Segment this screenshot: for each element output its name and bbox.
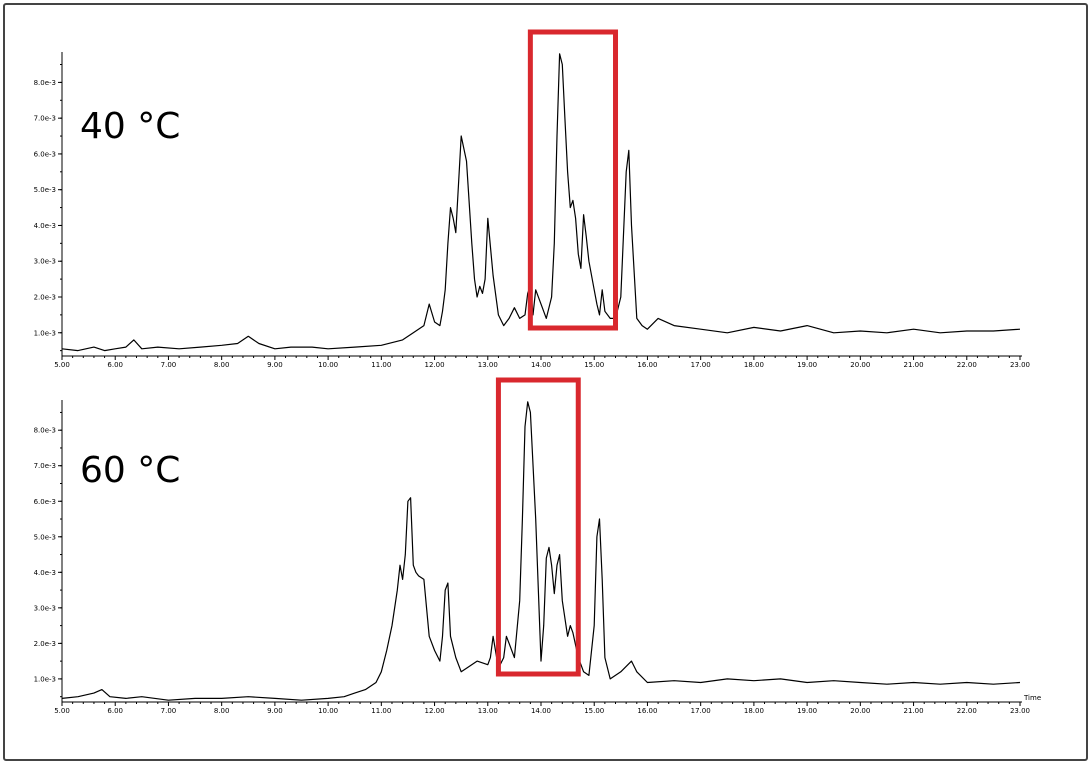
y-tick-label: 3.0e-3 <box>34 258 56 266</box>
x-tick-label: 6.00 <box>107 361 123 369</box>
y-tick-label: 7.0e-3 <box>34 462 56 470</box>
y-tick-label: 2.0e-3 <box>34 293 56 301</box>
x-tick-label: 23.00 <box>1010 361 1030 369</box>
x-tick-label: 19.00 <box>797 707 817 715</box>
x-axis-title: Time <box>1023 694 1041 702</box>
y-tick-label: 4.0e-3 <box>34 222 56 230</box>
y-axis-ticks: 1.0e-3 2.0e-3 3.0e-3 4.0e-3 5.0e-3 6.0e-3 7.0e… <box>34 64 62 352</box>
x-tick-label: 11.00 <box>371 361 391 369</box>
x-tick-label: 20.00 <box>850 707 870 715</box>
y-tick-label: 6.0e-3 <box>34 150 56 158</box>
x-axis-ticks: 5.00 6.00 7.00 8.00 9.00 10.00 11.00 12.00 13.00… <box>54 702 1030 715</box>
x-tick-label: 14.00 <box>531 707 551 715</box>
x-tick-label: 22.00 <box>957 707 977 715</box>
x-tick-label: 6.00 <box>107 707 123 715</box>
x-tick-label: 11.00 <box>371 707 391 715</box>
x-tick-label: 7.00 <box>161 707 177 715</box>
panel-label-40c: 40 °C <box>80 106 180 147</box>
y-tick-label: 1.0e-3 <box>34 675 56 683</box>
x-tick-label: 19.00 <box>797 361 817 369</box>
x-tick-label: 23.00 <box>1010 707 1030 715</box>
x-tick-label: 8.00 <box>214 707 230 715</box>
x-tick-label: 21.00 <box>904 361 924 369</box>
x-tick-label: 18.00 <box>744 361 764 369</box>
x-tick-label: 9.00 <box>267 361 283 369</box>
x-tick-label: 13.00 <box>478 361 498 369</box>
y-tick-label: 3.0e-3 <box>34 604 56 612</box>
y-tick-label: 1.0e-3 <box>34 329 56 337</box>
x-tick-label: 14.00 <box>531 361 551 369</box>
y-tick-label: 7.0e-3 <box>34 115 56 123</box>
chromatogram-trace-60c <box>61 401 1021 701</box>
highlight-box-60c <box>495 377 581 677</box>
y-axis-ticks: 1.0e-3 2.0e-3 3.0e-3 4.0e-3 5.0e-3 6.0e-3 7.0e… <box>34 411 62 698</box>
x-tick-label: 10.00 <box>318 707 338 715</box>
x-tick-label: 5.00 <box>54 707 70 715</box>
x-tick-label: 20.00 <box>850 361 870 369</box>
y-tick-label: 8.0e-3 <box>34 79 56 87</box>
x-axis-ticks: 5.00 6.00 7.00 8.00 9.00 10.00 11.00 12.00 13.00… <box>54 356 1030 369</box>
x-tick-label: 12.00 <box>425 707 445 715</box>
chromatogram-panel-60c: 1.0e-3 2.0e-3 3.0e-3 4.0e-3 5.0e-3 6.0e-3 7.0e… <box>34 377 1041 715</box>
x-tick-label: 17.00 <box>691 361 711 369</box>
x-tick-label: 16.00 <box>637 361 657 369</box>
y-tick-label: 5.0e-3 <box>34 186 56 194</box>
x-tick-label: 12.00 <box>425 361 445 369</box>
figure-frame <box>3 3 1088 761</box>
x-tick-label: 15.00 <box>584 707 604 715</box>
y-tick-label: 4.0e-3 <box>34 569 56 577</box>
y-tick-label: 6.0e-3 <box>34 498 56 506</box>
x-tick-label: 18.00 <box>744 707 764 715</box>
x-tick-label: 15.00 <box>584 361 604 369</box>
x-tick-label: 10.00 <box>318 361 338 369</box>
x-tick-label: 21.00 <box>904 707 924 715</box>
y-tick-label: 5.0e-3 <box>34 533 56 541</box>
x-tick-label: 17.00 <box>691 707 711 715</box>
panel-label-60c: 60 °C <box>80 450 180 491</box>
x-tick-label: 16.00 <box>637 707 657 715</box>
x-tick-label: 5.00 <box>54 361 70 369</box>
x-tick-label: 13.00 <box>478 707 498 715</box>
x-tick-label: 8.00 <box>214 361 230 369</box>
x-tick-label: 22.00 <box>957 361 977 369</box>
x-tick-label: 9.00 <box>267 707 283 715</box>
chromatogram-trace-40c <box>61 53 1021 352</box>
x-tick-label: 7.00 <box>161 361 177 369</box>
y-tick-label: 8.0e-3 <box>34 427 56 435</box>
y-tick-label: 2.0e-3 <box>34 640 56 648</box>
highlight-box-40c <box>527 29 619 331</box>
chromatogram-panel-40c: 1.0e-3 2.0e-3 3.0e-3 4.0e-3 5.0e-3 6.0e-3 7.0e… <box>34 29 1030 369</box>
